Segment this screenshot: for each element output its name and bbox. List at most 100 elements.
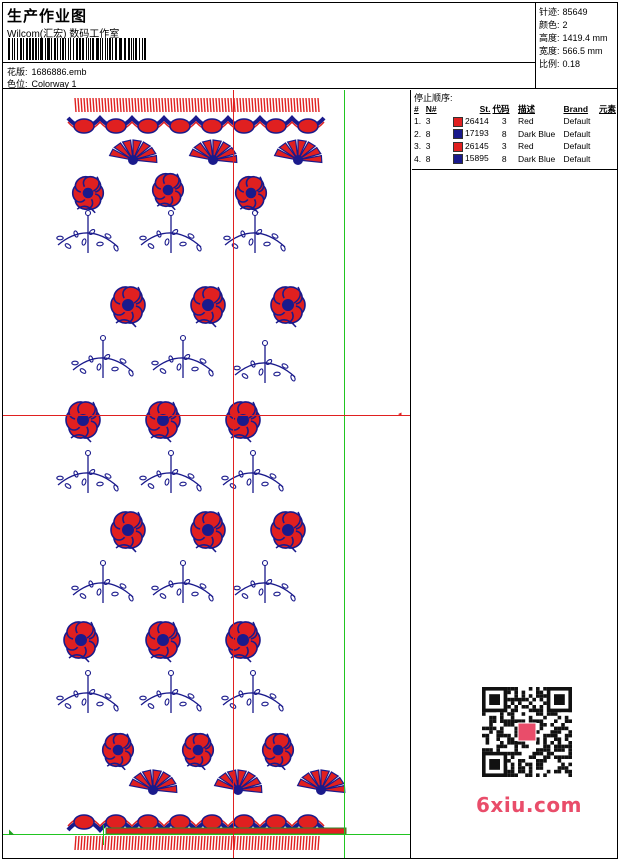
flower-motif	[225, 401, 261, 443]
row-needle: 8	[425, 153, 431, 164]
origin-marker: ◣	[9, 829, 15, 836]
row-stitches: 8	[501, 128, 507, 139]
worksheet-title: 生产作业图	[7, 7, 88, 25]
embroidery-design	[56, 97, 347, 851]
stop-sequence-table: # N# St. 代码 描述 Brand 元素 1. 3 26414 3 Red Def…	[413, 102, 617, 165]
leaf-sprig	[221, 669, 284, 713]
leaf-sprig	[71, 334, 134, 378]
row-color: 26145	[452, 140, 492, 153]
design-preview: ◣ ◂	[3, 90, 411, 858]
flower-motif	[145, 621, 181, 663]
table-row[interactable]: 3. 3 26145 3 Red Default	[413, 140, 617, 153]
flower-motif	[63, 621, 99, 663]
row-code: 26145	[465, 140, 489, 151]
table-row[interactable]: 1. 3 26414 3 Red Default	[413, 115, 617, 128]
qr-code-image	[472, 683, 590, 783]
color-swatch	[452, 129, 463, 140]
design-file-value: 1686886.emb	[31, 67, 87, 77]
col-element: 元素	[598, 103, 616, 114]
design-stats: 针迹: 85649 颜色: 2 高度: 1419.4 mm 宽度: 566.5 mm 比…	[537, 3, 617, 89]
col-brand: Brand	[563, 103, 589, 114]
fan-motif	[213, 769, 263, 795]
color-swatch	[452, 154, 463, 165]
leaf-sprig	[233, 339, 296, 383]
color-swatch	[452, 141, 463, 152]
panel-divider	[412, 169, 617, 170]
stat-scale: 比例: 0.18	[539, 57, 580, 70]
row-brand: Default	[563, 116, 591, 127]
worksheet-header: 生产作业图 Wilcom(汇宏) 数码工作室 花版: 1686886.emb 色位…	[3, 3, 617, 89]
stat-stitches: 针迹: 85649	[539, 5, 588, 18]
flower-motif	[270, 511, 306, 553]
guide-center-vertical	[233, 90, 234, 858]
color-swatch	[452, 116, 463, 127]
flower-motif	[190, 286, 226, 328]
stat-value: 85649	[562, 7, 588, 17]
row-element	[598, 128, 617, 141]
row-code: 26414	[465, 115, 489, 126]
leaf-sprig	[56, 209, 119, 253]
stat-value: 2	[562, 20, 568, 30]
row-stitches: 3	[501, 116, 507, 127]
leaf-sprig	[221, 449, 284, 493]
colorway-value: Colorway 1	[31, 79, 77, 89]
stat-label: 针迹:	[539, 7, 560, 17]
row-element	[598, 115, 617, 128]
company-name: Wilcom(汇宏) 数码工作室	[7, 29, 120, 40]
guide-center-horizontal	[3, 415, 410, 416]
row-index: 2.	[414, 128, 422, 139]
row-needle: 8	[425, 128, 431, 139]
fan-motif	[296, 769, 346, 795]
flower-motif	[65, 401, 101, 443]
row-code: 15895	[465, 153, 489, 164]
col-index: #	[414, 103, 419, 114]
flower-motif	[261, 732, 295, 771]
watermark-logo: 6xiu.com	[476, 793, 582, 817]
row-stitches: 3	[501, 141, 507, 152]
stat-value: 0.18	[562, 59, 581, 69]
row-brand: Default	[563, 153, 591, 164]
leaf-sprig	[151, 559, 214, 603]
table-row[interactable]: 2. 8 17193 8 Dark Blue Default	[413, 128, 617, 141]
row-color: 15895	[452, 153, 492, 166]
leaf-sprig	[56, 669, 119, 713]
col-needle: N#	[425, 103, 437, 114]
flower-motif	[190, 511, 226, 553]
design-file-line: 花版: 1686886.emb	[7, 65, 87, 78]
row-code: 17193	[465, 128, 489, 139]
flower-motif	[270, 286, 306, 328]
leaf-sprig	[56, 449, 119, 493]
row-index: 3.	[414, 141, 422, 152]
stat-label: 比例:	[539, 59, 560, 69]
col-code-st: St.	[479, 103, 491, 114]
stat-label: 宽度:	[539, 46, 560, 56]
guide-right-green	[344, 90, 345, 858]
col-description: 描述	[517, 103, 535, 114]
stat-width: 宽度: 566.5 mm	[539, 44, 603, 57]
row-index: 4.	[414, 153, 422, 164]
colorway-line: 色位: Colorway 1	[7, 77, 77, 90]
table-row[interactable]: 4. 8 15895 8 Dark Blue Default	[413, 153, 617, 166]
col-code: 代码	[492, 103, 510, 114]
stat-height: 高度: 1419.4 mm	[539, 31, 608, 44]
stat-label: 高度:	[539, 33, 560, 43]
row-brand: Default	[563, 128, 591, 139]
stop-sequence-title: 停止顺序:	[414, 93, 453, 103]
row-stitches: 8	[501, 153, 507, 164]
stat-label: 颜色:	[539, 20, 560, 30]
flower-motif	[181, 732, 215, 771]
row-element	[598, 153, 617, 166]
colorway-label: 色位:	[7, 79, 28, 89]
leaf-sprig	[139, 669, 202, 713]
stat-value: 1419.4 mm	[562, 33, 608, 43]
row-description: Dark Blue	[517, 128, 556, 139]
row-color: 26414	[452, 115, 492, 128]
design-file-label: 花版:	[7, 67, 28, 77]
flower-motif	[151, 172, 185, 211]
leaf-sprig	[223, 209, 286, 253]
flower-motif	[234, 175, 268, 214]
flower-motif	[110, 511, 146, 553]
stat-value: 566.5 mm	[562, 46, 603, 56]
leaf-sprig	[139, 209, 202, 253]
